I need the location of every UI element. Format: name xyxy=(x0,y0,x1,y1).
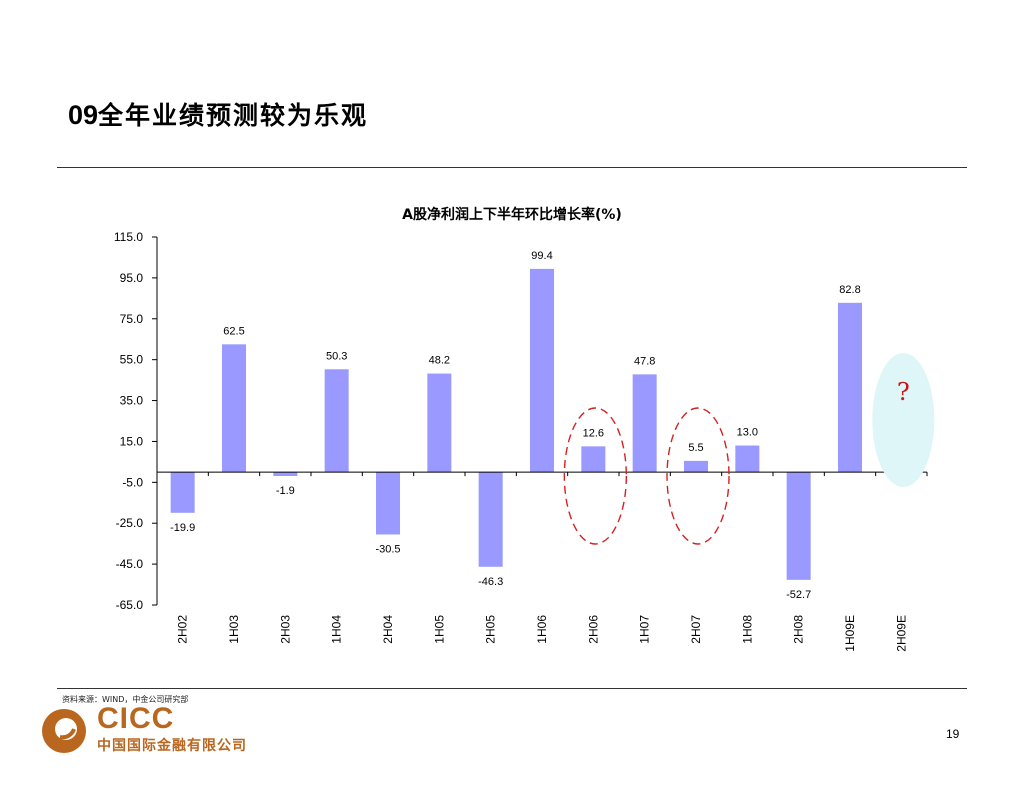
data-label: -52.7 xyxy=(786,589,811,601)
x-tick-label: 1H07 xyxy=(638,615,652,644)
x-tick-label: 1H05 xyxy=(432,615,446,644)
highlight-circle-2H07 xyxy=(666,407,730,545)
data-label: 13.0 xyxy=(737,427,758,439)
bar-1H04 xyxy=(324,369,349,473)
x-tick-label: 2H07 xyxy=(689,615,703,644)
bar-2H07 xyxy=(684,460,708,473)
y-tick-label: -5.0 xyxy=(122,475,143,489)
y-tick-label: 95.0 xyxy=(120,271,144,285)
annotations: ? xyxy=(563,353,935,545)
highlight-circle-2H06 xyxy=(563,407,628,545)
question-mark: ? xyxy=(897,378,910,406)
y-axis: 115.0 95.0 75.0 55.0 35.0 15.0 -5.0 -25.0 -45.0 -… xyxy=(114,230,158,612)
x-tick-label: 2H06 xyxy=(586,615,600,644)
logo-text: CICC xyxy=(97,702,175,735)
bar-1H03 xyxy=(222,344,246,473)
data-label: -30.5 xyxy=(375,543,400,555)
bar-2H04 xyxy=(376,472,400,535)
bar-1H08 xyxy=(735,445,760,473)
x-tick-label: 1H09E xyxy=(843,615,857,652)
bar-1H06 xyxy=(530,268,554,473)
data-label: 99.4 xyxy=(531,250,552,262)
top-divider xyxy=(57,167,967,168)
x-axis: 2H02 1H03 2H03 1H04 2H04 1H05 2H05 1H06 2H06 1H07… xyxy=(156,471,928,652)
x-tick-label: 2H05 xyxy=(484,615,498,644)
y-tick-label: -25.0 xyxy=(116,516,144,530)
data-label: 12.6 xyxy=(583,427,604,439)
data-label: -46.3 xyxy=(478,576,503,588)
bar-chart: A股净利润上下半年环比增长率(%) 115.095.075.055.035.01… xyxy=(114,206,935,652)
data-label: -1.9 xyxy=(276,485,295,497)
page-number: 19 xyxy=(946,727,960,741)
data-label: 47.8 xyxy=(634,355,655,367)
bar-2H05 xyxy=(478,472,503,567)
y-tick-label: 35.0 xyxy=(120,394,144,408)
data-label: -19.9 xyxy=(170,522,195,534)
company-name: 中国国际金融有限公司 xyxy=(97,738,247,754)
bar-1H05 xyxy=(427,373,452,473)
page-title: 09全年业绩预测较为乐观 xyxy=(68,96,368,132)
x-tick-label: 2H09E xyxy=(894,615,908,652)
x-tick-label: 2H04 xyxy=(381,615,395,644)
x-tick-label: 1H04 xyxy=(330,615,344,644)
bar-2H02 xyxy=(170,472,195,513)
y-tick-label: -65.0 xyxy=(116,598,144,612)
data-label: 82.8 xyxy=(839,284,860,296)
x-tick-label: 2H02 xyxy=(176,615,190,644)
y-tick-label: 115.0 xyxy=(114,230,143,244)
bar-1H09E xyxy=(838,302,862,473)
y-tick-label: 55.0 xyxy=(120,353,144,367)
data-label: 5.5 xyxy=(688,442,703,454)
data-label: 50.3 xyxy=(326,350,347,362)
bar-2H08 xyxy=(786,472,811,580)
bar-2H06 xyxy=(581,446,606,473)
x-tick-label: 2H03 xyxy=(278,615,292,644)
forecast-highlight-ellipse xyxy=(872,353,935,487)
x-tick-label: 1H06 xyxy=(535,615,549,644)
y-tick-label: -45.0 xyxy=(116,557,144,571)
bottom-divider xyxy=(57,688,967,689)
x-tick-label: 2H08 xyxy=(792,615,806,644)
title-text: 全年业绩预测较为乐观 xyxy=(98,101,369,130)
y-tick-label: 15.0 xyxy=(120,434,144,448)
data-label: 48.2 xyxy=(429,355,450,367)
cicc-logo-icon xyxy=(42,709,86,753)
bar-2H03 xyxy=(273,472,298,476)
bar-1H07 xyxy=(632,374,657,473)
title-number: 09 xyxy=(68,100,99,130)
source-note: 资料来源：WIND，中金公司研究部 xyxy=(62,695,189,704)
chart-title: A股净利润上下半年环比增长率(%) xyxy=(402,206,622,223)
x-tick-label: 1H08 xyxy=(740,615,754,644)
data-label: 62.5 xyxy=(223,325,244,337)
bars: -19.9 62.5 -1.9 50.3 -30.5 48.2 -46.3 99.4 12.6 4… xyxy=(170,250,914,601)
y-tick-label: 75.0 xyxy=(120,312,144,326)
x-tick-label: 1H03 xyxy=(227,615,241,644)
